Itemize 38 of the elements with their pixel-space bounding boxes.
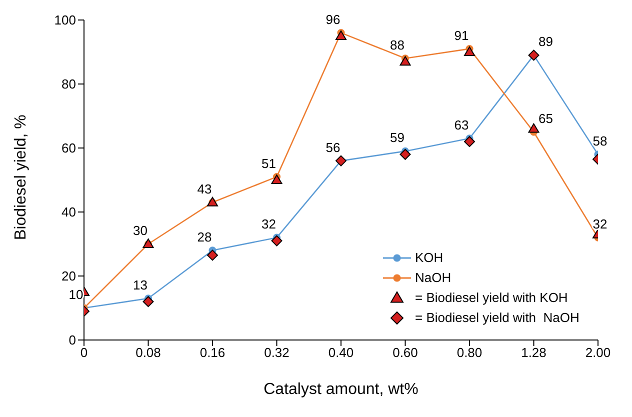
- data-label: 10: [68, 287, 84, 302]
- data-label: 89: [538, 34, 553, 50]
- data-label: 43: [197, 181, 212, 196]
- legend-label: = Biodiesel yield with NaOH: [415, 309, 580, 327]
- y-tick-label: 40: [62, 204, 76, 220]
- data-label: 32: [592, 216, 608, 232]
- data-label: 32: [262, 216, 276, 232]
- x-tick-label: 0.40: [328, 345, 354, 360]
- data-label: 30: [133, 223, 148, 238]
- x-tick-label: 2.00: [585, 345, 611, 360]
- y-axis-title: Biodiesel yield, %: [12, 114, 30, 240]
- data-label: 58: [592, 133, 608, 148]
- y-tick-label: 20: [62, 268, 76, 284]
- x-tick-label: 0.60: [392, 345, 418, 360]
- x-axis-title: Catalyst amount, wt%: [264, 381, 418, 398]
- x-tick-label: 0: [80, 345, 88, 360]
- y-tick-label: 100: [54, 12, 76, 28]
- data-label: 56: [326, 140, 340, 155]
- data-label: 96: [326, 12, 340, 27]
- data-label: 63: [454, 117, 469, 132]
- x-tick-label: 0.08: [136, 345, 161, 360]
- data-label: 91: [454, 28, 469, 43]
- x-tick-label: 0.16: [200, 345, 226, 360]
- data-label: 59: [390, 130, 404, 146]
- legend-label: = Biodiesel yield with KOH: [415, 289, 568, 307]
- data-label: 13: [133, 277, 148, 292]
- data-label: 28: [197, 229, 212, 244]
- y-tick-label: 60: [62, 140, 76, 156]
- y-tick-label: 80: [62, 76, 76, 92]
- y-tick-label: 0: [68, 332, 76, 348]
- x-tick-label: 0.32: [264, 345, 290, 360]
- x-tick-label: 1.28: [521, 345, 546, 360]
- data-label: 51: [262, 156, 276, 171]
- data-label: 65: [538, 111, 553, 126]
- legend-label: KOH: [415, 249, 444, 267]
- x-tick-label: 0.80: [456, 345, 482, 360]
- legend-label: NaOH: [415, 269, 452, 287]
- data-label: 88: [390, 37, 404, 52]
